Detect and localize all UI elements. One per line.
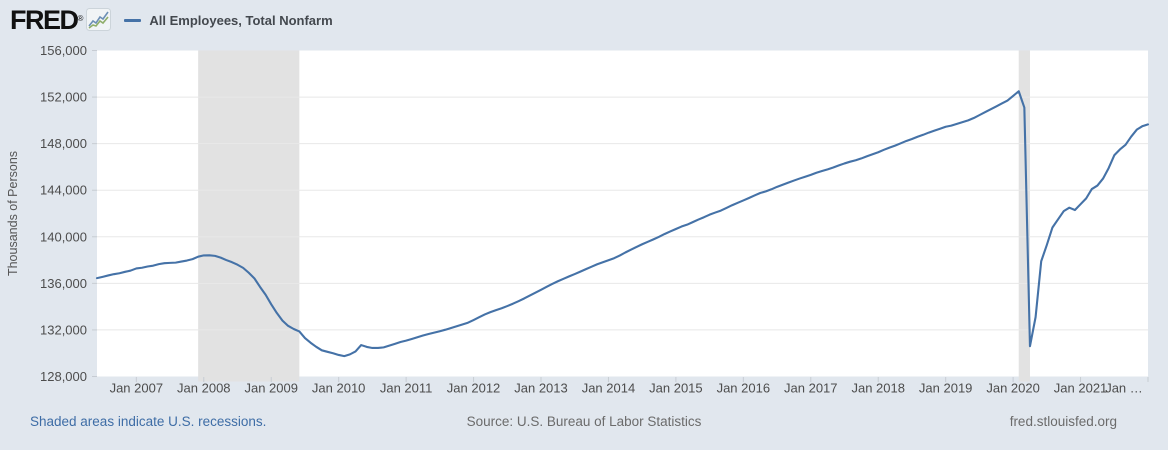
legend-series-label: All Employees, Total Nonfarm bbox=[149, 12, 333, 28]
y-tick-label: 156,000 bbox=[40, 43, 87, 58]
fred-logo-chart-icon bbox=[86, 7, 112, 31]
registered-mark: ® bbox=[77, 13, 84, 23]
x-tick-label: Jan 2017 bbox=[784, 381, 838, 396]
x-tick-label: Jan 2019 bbox=[919, 381, 973, 396]
y-tick-label: 144,000 bbox=[40, 183, 87, 198]
chart-header: FRED ® All Employees, Total Nonfarm bbox=[0, 0, 1168, 40]
x-tick-label: Jan … bbox=[1105, 381, 1143, 396]
legend-line-swatch bbox=[124, 18, 142, 22]
chart-footer: Shaded areas indicate U.S. recessions. S… bbox=[0, 414, 1168, 434]
x-tick-label: Jan 2008 bbox=[177, 381, 231, 396]
y-axis: 128,000 132,000 136,000 140,000 144,000 148,0… bbox=[40, 43, 97, 384]
y-tick-label: 140,000 bbox=[40, 229, 87, 244]
x-tick-label: Jan 2016 bbox=[717, 381, 771, 396]
data-line-total-nonfarm bbox=[95, 90, 1150, 358]
x-tick-label: Jan 2018 bbox=[851, 381, 905, 396]
x-tick-label: Jan 2012 bbox=[447, 381, 501, 396]
recession-band bbox=[1018, 50, 1030, 382]
fred-site-link[interactable]: fred.stlouisfed.org bbox=[1009, 414, 1117, 429]
x-tick-label: Jan 2011 bbox=[380, 381, 433, 396]
x-tick-label: Jan 2020 bbox=[986, 381, 1040, 396]
fred-logo-text: FRED bbox=[10, 4, 79, 35]
line-chart: 128,000 132,000 136,000 140,000 144,000 148,0… bbox=[6, 43, 1150, 396]
y-tick-label: 152,000 bbox=[40, 90, 87, 105]
x-tick-label: Jan 2009 bbox=[244, 381, 298, 396]
x-tick-label: Jan 2013 bbox=[514, 381, 568, 396]
recession-bands bbox=[198, 50, 1030, 382]
x-tick-label: Jan 2007 bbox=[110, 381, 164, 396]
gridlines bbox=[97, 96, 1148, 331]
y-tick-label: 132,000 bbox=[40, 322, 87, 337]
x-tick-label: Jan 2021 bbox=[1054, 381, 1108, 396]
y-tick-label: 148,000 bbox=[40, 136, 87, 151]
fred-logo[interactable]: FRED ® bbox=[10, 4, 112, 35]
x-tick-label: Jan 2015 bbox=[649, 381, 703, 396]
y-tick-label: 128,000 bbox=[40, 369, 87, 384]
recession-band bbox=[198, 50, 300, 382]
x-tick-label: Jan 2010 bbox=[312, 381, 366, 396]
y-axis-title: Thousands of Persons bbox=[6, 151, 20, 276]
y-tick-label: 136,000 bbox=[40, 276, 87, 291]
recession-note-link[interactable]: Shaded areas indicate U.S. recessions. bbox=[30, 414, 267, 429]
x-axis: Jan 2007 Jan 2008 Jan 2009 Jan 2010 Jan 2011… bbox=[110, 377, 1149, 396]
x-tick-label: Jan 2014 bbox=[582, 381, 636, 396]
series-legend: All Employees, Total Nonfarm bbox=[124, 12, 333, 28]
source-note: Source: U.S. Bureau of Labor Statistics bbox=[466, 414, 702, 429]
